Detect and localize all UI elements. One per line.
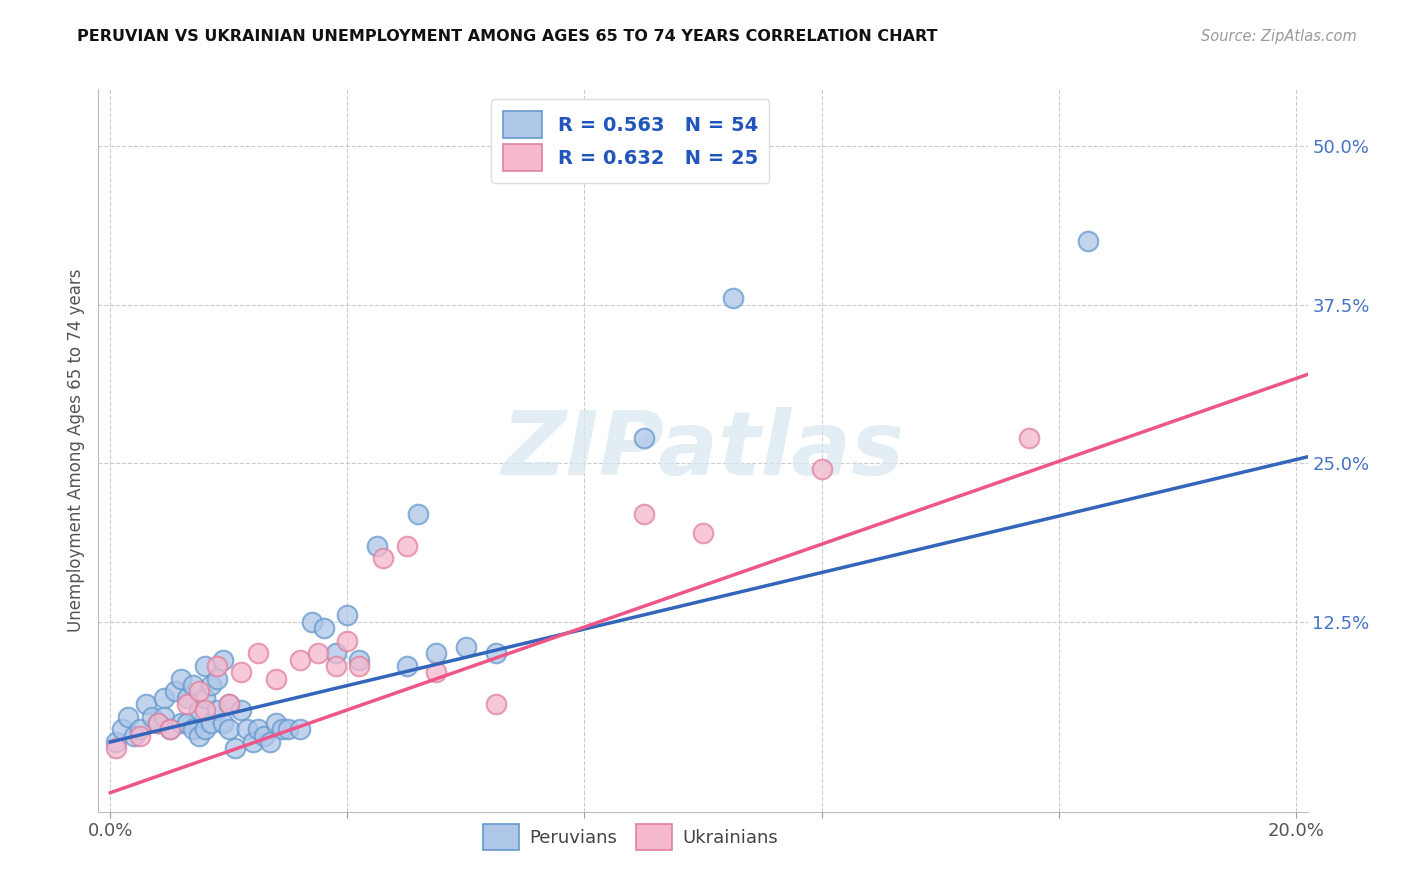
Point bbox=[159, 723, 181, 737]
Point bbox=[247, 723, 270, 737]
Text: ZIPatlas: ZIPatlas bbox=[502, 407, 904, 494]
Point bbox=[194, 690, 217, 705]
Point bbox=[312, 621, 335, 635]
Point bbox=[194, 703, 217, 717]
Point bbox=[152, 690, 174, 705]
Point bbox=[212, 652, 235, 666]
Point bbox=[692, 525, 714, 540]
Point bbox=[229, 703, 252, 717]
Point bbox=[264, 716, 287, 731]
Text: Source: ZipAtlas.com: Source: ZipAtlas.com bbox=[1201, 29, 1357, 44]
Point bbox=[135, 697, 157, 711]
Point bbox=[721, 291, 744, 305]
Point bbox=[347, 659, 370, 673]
Point bbox=[235, 723, 257, 737]
Point bbox=[371, 551, 394, 566]
Point bbox=[111, 723, 134, 737]
Point bbox=[205, 703, 228, 717]
Point bbox=[325, 659, 347, 673]
Point bbox=[425, 665, 447, 680]
Point bbox=[366, 539, 388, 553]
Point bbox=[253, 729, 276, 743]
Point bbox=[188, 703, 211, 717]
Point bbox=[129, 729, 152, 743]
Point bbox=[301, 615, 323, 629]
Point bbox=[307, 646, 329, 660]
Point bbox=[122, 729, 145, 743]
Point bbox=[484, 646, 506, 660]
Point bbox=[336, 633, 359, 648]
Point bbox=[288, 723, 311, 737]
Point bbox=[181, 723, 204, 737]
Point bbox=[242, 735, 264, 749]
Point bbox=[259, 735, 281, 749]
Point bbox=[205, 659, 228, 673]
Point bbox=[200, 716, 222, 731]
Point bbox=[129, 723, 152, 737]
Point bbox=[105, 735, 128, 749]
Point bbox=[188, 729, 211, 743]
Text: PERUVIAN VS UKRAINIAN UNEMPLOYMENT AMONG AGES 65 TO 74 YEARS CORRELATION CHART: PERUVIAN VS UKRAINIAN UNEMPLOYMENT AMONG… bbox=[77, 29, 938, 44]
Point bbox=[633, 431, 655, 445]
Point bbox=[425, 646, 447, 660]
Point bbox=[247, 646, 270, 660]
Point bbox=[271, 723, 294, 737]
Point bbox=[395, 539, 418, 553]
Point bbox=[277, 723, 299, 737]
Point bbox=[1018, 431, 1040, 445]
Point bbox=[347, 652, 370, 666]
Point bbox=[170, 672, 193, 686]
Point bbox=[159, 723, 181, 737]
Point bbox=[212, 716, 235, 731]
Legend: Peruvians, Ukrainians: Peruvians, Ukrainians bbox=[475, 817, 786, 857]
Point bbox=[146, 716, 169, 731]
Point bbox=[1077, 235, 1099, 249]
Point bbox=[165, 684, 187, 698]
Point bbox=[141, 709, 163, 723]
Y-axis label: Unemployment Among Ages 65 to 74 years: Unemployment Among Ages 65 to 74 years bbox=[66, 268, 84, 632]
Point bbox=[200, 678, 222, 692]
Point bbox=[176, 690, 198, 705]
Point bbox=[454, 640, 477, 654]
Point bbox=[224, 741, 246, 756]
Point bbox=[205, 672, 228, 686]
Point bbox=[325, 646, 347, 660]
Point bbox=[484, 697, 506, 711]
Point bbox=[176, 697, 198, 711]
Point bbox=[229, 665, 252, 680]
Point bbox=[181, 678, 204, 692]
Point bbox=[218, 697, 240, 711]
Point bbox=[218, 697, 240, 711]
Point bbox=[218, 723, 240, 737]
Point bbox=[810, 462, 832, 476]
Point bbox=[395, 659, 418, 673]
Point bbox=[288, 652, 311, 666]
Point bbox=[633, 507, 655, 521]
Point bbox=[264, 672, 287, 686]
Point bbox=[408, 507, 430, 521]
Point bbox=[188, 684, 211, 698]
Point bbox=[336, 608, 359, 623]
Point bbox=[105, 741, 128, 756]
Point bbox=[176, 716, 198, 731]
Point bbox=[152, 709, 174, 723]
Point bbox=[170, 716, 193, 731]
Point bbox=[146, 716, 169, 731]
Point bbox=[117, 709, 139, 723]
Point bbox=[194, 659, 217, 673]
Point bbox=[194, 723, 217, 737]
